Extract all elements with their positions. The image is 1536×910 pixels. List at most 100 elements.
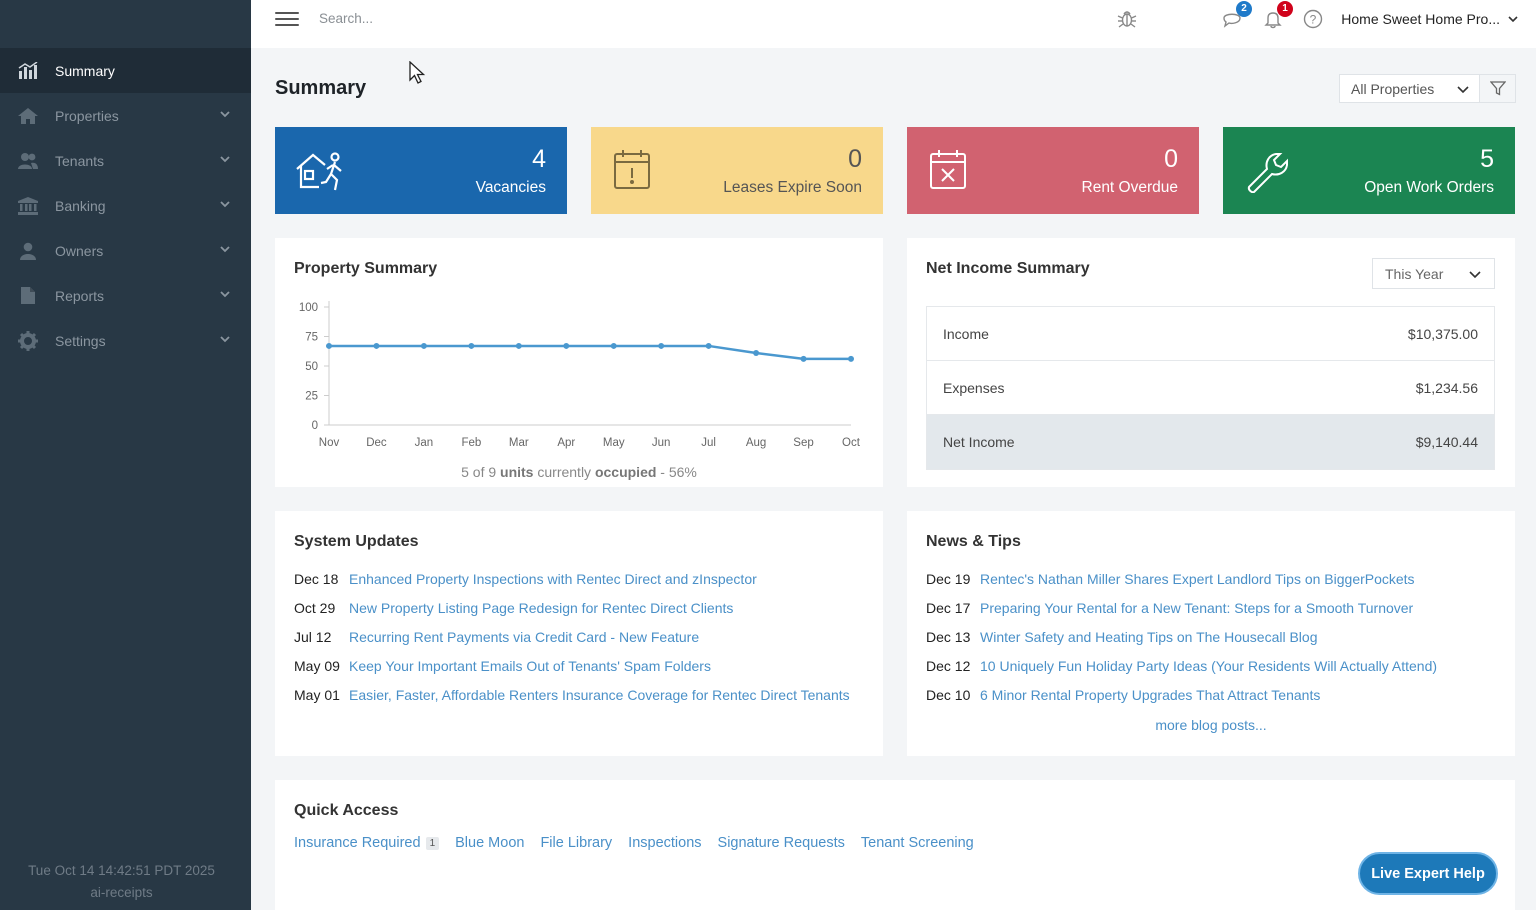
system-updates-panel: System Updates Dec 18 Enhanced Property I… (275, 511, 883, 756)
item-date: Oct 29 (294, 599, 336, 616)
news-link[interactable]: Preparing Your Rental for a New Tenant: … (980, 599, 1414, 616)
panel-title: News & Tips (926, 533, 1021, 550)
quick-link-inspections[interactable]: Inspections (628, 835, 701, 851)
income-row: Income $10,375.00 (927, 307, 1494, 361)
data-point (563, 342, 570, 349)
filter-button[interactable] (1479, 74, 1516, 103)
file-icon (17, 286, 39, 306)
x-tick-label: Aug (746, 437, 766, 449)
quick-link-signature-requests[interactable]: Signature Requests (718, 835, 845, 851)
quick-link-tenant-screening[interactable]: Tenant Screening (861, 835, 974, 851)
date-range-select[interactable]: This Year (1372, 258, 1495, 289)
calendar-x-icon (930, 150, 966, 189)
update-link[interactable]: New Property Listing Page Redesign for R… (349, 599, 734, 616)
x-tick-label: Oct (842, 437, 861, 449)
news-link[interactable]: Winter Safety and Heating Tips on The Ho… (980, 628, 1318, 645)
sidebar-item-label: Tenants (55, 152, 105, 169)
messages-icon[interactable]: 2 (1221, 1, 1252, 30)
expenses-row: Expenses $1,234.56 (927, 361, 1494, 415)
list-item: Dec 18 Enhanced Property Inspections with… (294, 564, 850, 593)
sidebar-item-settings[interactable]: Settings (0, 318, 251, 363)
sidebar-item-banking[interactable]: Banking (0, 183, 251, 228)
quick-link-label: Blue Moon (455, 835, 525, 851)
property-filter-select[interactable]: All Properties (1339, 74, 1480, 103)
chevron-down-icon (220, 336, 230, 343)
x-tick-label: Jan (415, 437, 434, 449)
series-line (329, 344, 851, 361)
chevron-down-icon (1457, 86, 1469, 94)
news-tips-panel: News & Tips Dec 19 Rentec's Nathan Miller… (907, 511, 1515, 756)
quick-link-label: Signature Requests (717, 835, 845, 851)
sidebar-nav: Summary Properties Tenants Banking (0, 48, 251, 363)
quick-link-file-library[interactable]: File Library (540, 835, 612, 851)
news-link[interactable]: 10 Uniquely Fun Holiday Party Ideas (You… (980, 657, 1438, 674)
quick-link-label: File Library (540, 835, 613, 851)
sidebar-footer: Tue Oct 14 14:42:51 PDT 2025 ai-receipts (0, 860, 243, 904)
occupancy-percent: - 56% (656, 464, 697, 480)
quick-link-blue-moon[interactable]: Blue Moon (455, 835, 524, 851)
data-point (610, 342, 617, 349)
sidebar-item-reports[interactable]: Reports (0, 273, 251, 318)
gear-icon (17, 330, 39, 351)
vacancies-card[interactable]: 4 Vacancies (275, 127, 567, 214)
item-date: May 09 (294, 657, 340, 674)
update-link[interactable]: Easier, Faster, Affordable Renters Insur… (349, 686, 850, 703)
panel-title: Net Income Summary (926, 260, 1090, 277)
list-item: Jul 12 Recurring Rent Payments via Credit… (294, 622, 850, 651)
sidebar-item-owners[interactable]: Owners (0, 228, 251, 273)
sidebar-item-label: Summary (55, 62, 115, 79)
stat-label: Rent Overdue (1081, 179, 1179, 196)
item-date: Dec 17 (926, 599, 971, 616)
quick-links: Insurance Required 1 Blue Moon File Libra… (294, 835, 974, 851)
sidebar: Summary Properties Tenants Banking (0, 0, 251, 910)
account-menu[interactable]: Home Sweet Home Pro... (1341, 11, 1518, 27)
help-circle-icon[interactable]: ? (1302, 8, 1324, 30)
quick-link-insurance-required[interactable]: Insurance Required 1 (294, 835, 440, 851)
sidebar-item-summary[interactable]: Summary (0, 48, 251, 93)
list-item: May 01 Easier, Faster, Affordable Renters… (294, 680, 850, 709)
more-blog-posts-link[interactable]: more blog posts... (1155, 717, 1267, 733)
sidebar-item-properties[interactable]: Properties (0, 93, 251, 138)
account-name: Home Sweet Home Pro... (1341, 11, 1500, 27)
news-link[interactable]: 6 Minor Rental Property Upgrades That At… (980, 686, 1321, 703)
stat-count: 0 (848, 145, 862, 173)
list-item: May 09 Keep Your Important Emails Out of … (294, 651, 850, 680)
app-name: ai-receipts (90, 885, 153, 900)
x-tick-label: Jul (701, 437, 716, 449)
page-title: Summary (275, 77, 367, 99)
search-input[interactable] (319, 8, 619, 28)
row-label: Income (943, 325, 989, 342)
x-tick-label: May (603, 437, 625, 449)
net-income-row: Net Income $9,140.44 (927, 415, 1494, 469)
occupancy-line-chart: 0 25 50 75 100 Nov Dec Jan Feb Mar Apr May Jun Jul Aug… (299, 301, 861, 449)
list-item: Dec 17 Preparing Your Rental for a New Te… (926, 593, 1437, 622)
chevron-down-icon (220, 156, 230, 163)
live-expert-help-button[interactable]: Live Expert Help (1358, 852, 1498, 895)
news-link[interactable]: Rentec's Nathan Miller Shares Expert Lan… (980, 570, 1415, 587)
item-date: Jul 12 (294, 628, 332, 645)
chevron-down-icon (220, 291, 230, 298)
chevron-down-icon (220, 246, 230, 253)
count-badge: 1 (425, 836, 440, 850)
updates-list: Dec 18 Enhanced Property Inspections with… (294, 564, 850, 709)
leases-expire-card[interactable]: 0 Leases Expire Soon (591, 127, 883, 214)
update-link[interactable]: Enhanced Property Inspections with Rente… (349, 570, 757, 587)
menu-toggle-icon[interactable] (275, 8, 299, 30)
y-tick-label: 0 (312, 420, 318, 432)
occupancy-units: units (500, 464, 534, 480)
date-range-value: This Year (1385, 265, 1444, 282)
stat-count: 0 (1164, 145, 1178, 173)
filter-icon (1489, 81, 1506, 96)
bell-icon[interactable]: 1 (1262, 1, 1293, 30)
rent-overdue-card[interactable]: 0 Rent Overdue (907, 127, 1199, 214)
item-date: Dec 12 (926, 657, 971, 674)
row-value: $10,375.00 (1407, 325, 1478, 342)
sidebar-item-tenants[interactable]: Tenants (0, 138, 251, 183)
work-orders-card[interactable]: 5 Open Work Orders (1223, 127, 1515, 214)
main-content: Summary All Properties 4 Vacancies 0 Lea… (251, 48, 1536, 910)
update-link[interactable]: Keep Your Important Emails Out of Tenant… (349, 657, 711, 674)
panel-title: Quick Access (294, 802, 399, 819)
occupancy-summary: 5 of 9 units currently occupied - 56% (275, 464, 883, 480)
bug-icon[interactable] (1116, 8, 1138, 30)
update-link[interactable]: Recurring Rent Payments via Credit Card … (349, 628, 700, 645)
